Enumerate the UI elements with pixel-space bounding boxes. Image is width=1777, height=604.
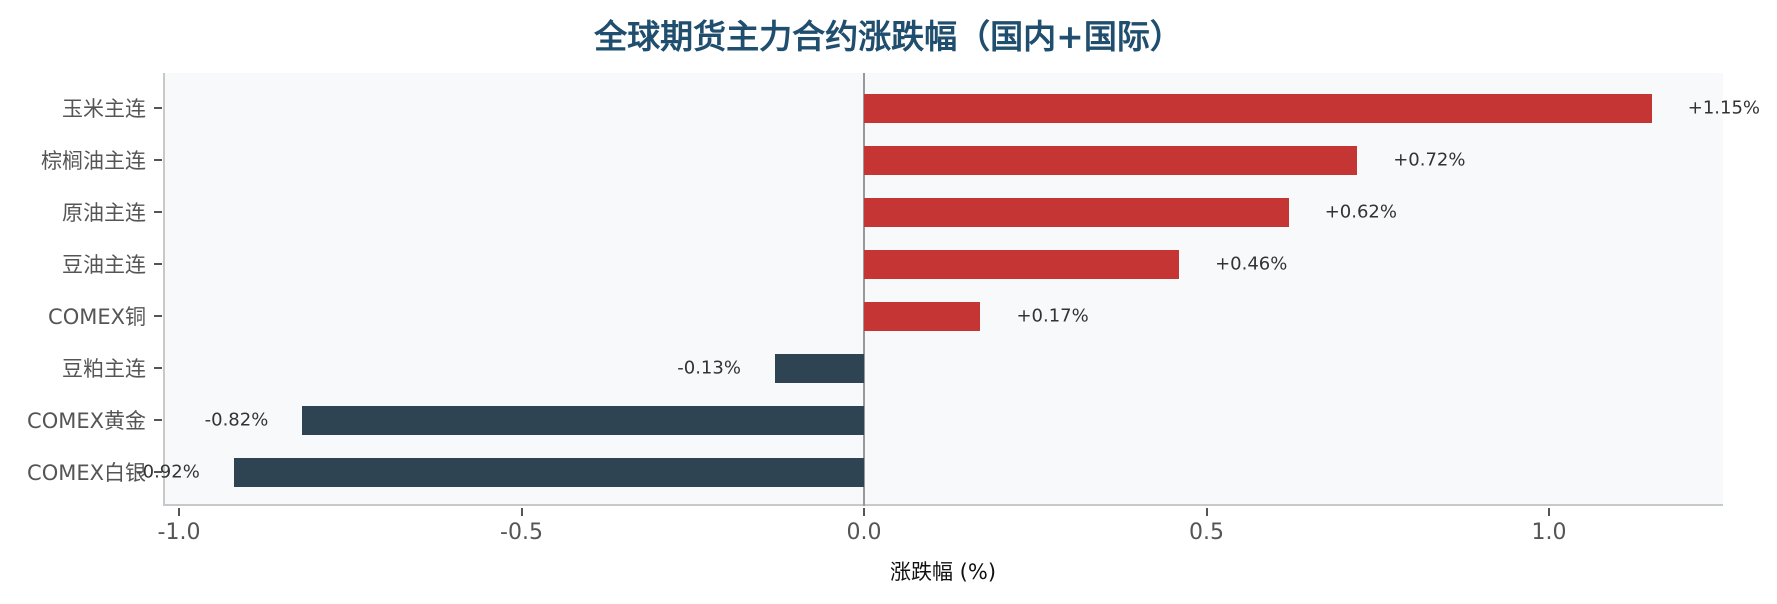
bar — [864, 301, 981, 331]
x-tick-label: 1.0 — [1531, 520, 1567, 545]
bar-value-label: +0.62% — [1324, 201, 1397, 223]
x-tick-mark — [178, 508, 180, 516]
bar-value-label: -0.92% — [136, 461, 200, 483]
y-tick-mark — [154, 211, 162, 213]
chart-title: 全球期货主力合约涨跌幅（国内+国际） — [594, 17, 1183, 56]
x-tick-label: 0.5 — [1189, 520, 1224, 545]
y-tick-label: 棕榈油主连 — [41, 149, 146, 173]
y-tick-mark — [154, 367, 162, 369]
bar — [233, 457, 864, 487]
y-tick-mark — [154, 419, 162, 421]
x-tick-mark — [1205, 508, 1208, 516]
bar — [864, 145, 1358, 175]
bar-value-label: +0.17% — [1016, 305, 1089, 327]
bar — [864, 93, 1652, 123]
y-tick-label: 玉米主连 — [62, 97, 146, 121]
x-tick-mark — [863, 508, 865, 516]
y-tick-label: COMEX铜 — [48, 305, 146, 329]
bar-value-label: -0.82% — [204, 409, 269, 431]
x-tick-label: 0.0 — [846, 520, 882, 545]
y-tick-mark — [154, 263, 162, 265]
y-tick-label: COMEX白银 — [27, 461, 146, 485]
bar-value-label: +0.46% — [1215, 253, 1288, 275]
y-tick-mark — [154, 315, 162, 317]
bar — [774, 353, 864, 383]
bar — [302, 405, 864, 435]
x-tick-mark — [520, 508, 523, 516]
bar-value-label: -0.13% — [677, 357, 741, 379]
y-tick-label: COMEX黄金 — [27, 409, 146, 433]
bar — [864, 197, 1289, 227]
x-axis-title: 涨跌幅 (%) — [889, 560, 997, 584]
y-tick-label: 豆油主连 — [62, 253, 146, 277]
x-tick-label: -0.5 — [500, 520, 543, 545]
x-tick-label: -1.0 — [157, 520, 201, 545]
plot-area — [163, 73, 1723, 506]
x-tick-mark — [1548, 508, 1550, 516]
bar — [864, 249, 1180, 279]
y-tick-mark — [154, 471, 162, 473]
y-tick-label: 原油主连 — [62, 201, 146, 225]
zero-line — [863, 73, 865, 506]
y-tick-label: 豆粕主连 — [62, 357, 146, 381]
y-tick-mark — [154, 159, 162, 161]
y-tick-mark — [154, 107, 162, 109]
bar-value-label: +1.15% — [1687, 97, 1761, 119]
bar-value-label: +0.72% — [1393, 149, 1466, 171]
